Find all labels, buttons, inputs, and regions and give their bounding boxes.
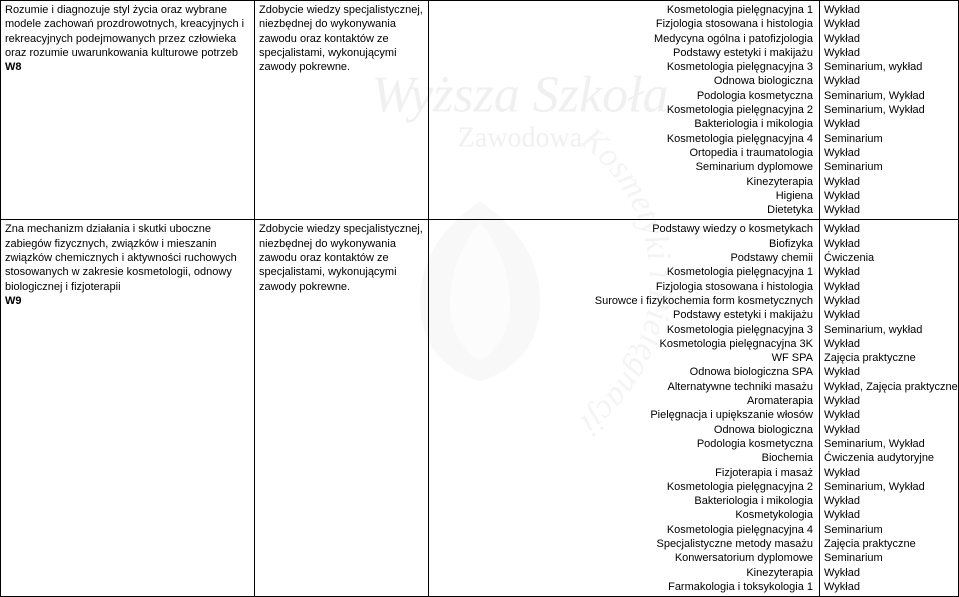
course-name: Kosmetologia pielęgnacyjna 4 xyxy=(433,523,813,537)
course-form: Wykład xyxy=(824,222,954,236)
course-form: Wykład, Zajęcia praktyczne xyxy=(824,380,954,394)
forms-cell: WykładWykładĆwiczeniaWykładWykładWykładW… xyxy=(820,220,959,597)
course-name: Odnowa biologiczna SPA xyxy=(433,365,813,379)
course-form: Wykład xyxy=(824,423,954,437)
course-form: Seminarium xyxy=(824,160,954,174)
acquisition-cell: Zdobycie wiedzy specjalistycznej, niezbę… xyxy=(255,220,429,597)
course-form: Wykład xyxy=(824,508,954,522)
course-form: Wykład xyxy=(824,394,954,408)
acquisition-cell: Zdobycie wiedzy specjalistycznej, niezbę… xyxy=(255,1,429,220)
course-name: Seminarium dyplomowe xyxy=(433,160,813,174)
course-name: Kosmetologia pielęgnacyjna 3 xyxy=(433,323,813,337)
outcome-description: Zna mechanizm działania i skutki uboczne… xyxy=(5,223,237,292)
course-name: Kosmetologia pielęgnacyjna 2 xyxy=(433,480,813,494)
courses-cell: Kosmetologia pielęgnacyjna 1Fizjologia s… xyxy=(429,1,820,220)
course-name: Kosmetologia pielęgnacyjna 3K xyxy=(433,337,813,351)
outcome-code: W9 xyxy=(5,295,22,307)
course-form: Seminarium xyxy=(824,132,954,146)
course-name: Kinezyterapia xyxy=(433,175,813,189)
course-form: Wykład xyxy=(824,280,954,294)
course-form: Zajęcia praktyczne xyxy=(824,537,954,551)
course-name: Podstawy chemii xyxy=(433,251,813,265)
course-form: Wykład xyxy=(824,365,954,379)
course-form: Seminarium, Wykład xyxy=(824,103,954,117)
course-name: Podologia kosmetyczna xyxy=(433,89,813,103)
course-name: Kosmetologia pielęgnacyjna 1 xyxy=(433,3,813,17)
course-name: Dietetyka xyxy=(433,203,813,217)
outcome-description-cell: Rozumie i diagnozuje styl życia oraz wyb… xyxy=(1,1,255,220)
course-form: Wykład xyxy=(824,46,954,60)
course-name: Kosmetologia pielęgnacyjna 1 xyxy=(433,265,813,279)
course-form: Seminarium xyxy=(824,551,954,565)
course-name: Ortopedia i traumatologia xyxy=(433,146,813,160)
course-form: Wykład xyxy=(824,117,954,131)
course-form: Wykład xyxy=(824,32,954,46)
courses-cell: Podstawy wiedzy o kosmetykachBiofizykaPo… xyxy=(429,220,820,597)
course-name: Pielęgnacja i upiększanie włosów xyxy=(433,408,813,422)
course-name: Odnowa biologiczna xyxy=(433,423,813,437)
course-name: Kosmetykologia xyxy=(433,508,813,522)
course-form: Wykład xyxy=(824,74,954,88)
course-name: Kosmetologia pielęgnacyjna 2 xyxy=(433,103,813,117)
course-form: Wykład xyxy=(824,580,954,594)
course-name: WF SPA xyxy=(433,351,813,365)
course-form: Wykład xyxy=(824,3,954,17)
course-name: Specjalistyczne metody masażu xyxy=(433,537,813,551)
table-row: Zna mechanizm działania i skutki uboczne… xyxy=(1,220,959,597)
course-name: Podstawy estetyki i makijażu xyxy=(433,308,813,322)
acquisition-text: Zdobycie wiedzy specjalistycznej, niezbę… xyxy=(259,4,423,73)
course-form: Wykład xyxy=(824,265,954,279)
course-name: Kinezyterapia xyxy=(433,566,813,580)
course-form: Wykład xyxy=(824,146,954,160)
course-form: Wykład xyxy=(824,408,954,422)
course-name: Fizjoterapia i masaż xyxy=(433,466,813,480)
course-form: Ćwiczenia xyxy=(824,251,954,265)
course-form: Seminarium, wykład xyxy=(824,323,954,337)
course-name: Fizjologia stosowana i histologia xyxy=(433,17,813,31)
course-name: Podologia kosmetyczna xyxy=(433,437,813,451)
course-form: Seminarium, Wykład xyxy=(824,89,954,103)
acquisition-text: Zdobycie wiedzy specjalistycznej, niezbę… xyxy=(259,223,423,292)
outcomes-table: Rozumie i diagnozuje styl życia oraz wyb… xyxy=(0,0,959,597)
course-form: Wykład xyxy=(824,237,954,251)
course-form: Seminarium xyxy=(824,523,954,537)
outcome-description: Rozumie i diagnozuje styl życia oraz wyb… xyxy=(5,4,244,59)
course-form: Zajęcia praktyczne xyxy=(824,351,954,365)
course-name: Farmakologia i toksykologia 1 xyxy=(433,580,813,594)
table-row: Rozumie i diagnozuje styl życia oraz wyb… xyxy=(1,1,959,220)
outcome-code: W8 xyxy=(5,61,22,73)
course-name: Konwersatorium dyplomowe xyxy=(433,551,813,565)
course-form: Wykład xyxy=(824,566,954,580)
course-form: Seminarium, Wykład xyxy=(824,437,954,451)
course-name: Podstawy wiedzy o kosmetykach xyxy=(433,222,813,236)
course-form: Wykład xyxy=(824,294,954,308)
course-name: Kosmetologia pielęgnacyjna 3 xyxy=(433,60,813,74)
course-form: Wykład xyxy=(824,175,954,189)
course-name: Bakteriologia i mikologia xyxy=(433,117,813,131)
course-name: Biofizyka xyxy=(433,237,813,251)
course-name: Surowce i fizykochemia form kosmetycznyc… xyxy=(433,294,813,308)
course-form: Wykład xyxy=(824,337,954,351)
course-name: Higiena xyxy=(433,189,813,203)
course-form: Ćwiczenia audytoryjne xyxy=(824,451,954,465)
outcome-description-cell: Zna mechanizm działania i skutki uboczne… xyxy=(1,220,255,597)
course-form: Wykład xyxy=(824,17,954,31)
course-form: Wykład xyxy=(824,494,954,508)
course-form: Wykład xyxy=(824,308,954,322)
course-name: Bakteriologia i mikologia xyxy=(433,494,813,508)
course-name: Alternatywne techniki masażu xyxy=(433,380,813,394)
course-form: Wykład xyxy=(824,203,954,217)
course-form: Seminarium, Wykład xyxy=(824,480,954,494)
course-name: Aromaterapia xyxy=(433,394,813,408)
course-name: Kosmetologia pielęgnacyjna 4 xyxy=(433,132,813,146)
course-form: Wykład xyxy=(824,466,954,480)
course-form: Wykład xyxy=(824,189,954,203)
course-name: Odnowa biologiczna xyxy=(433,74,813,88)
course-name: Medycyna ogólna i patofizjologia xyxy=(433,32,813,46)
course-name: Podstawy estetyki i makijażu xyxy=(433,46,813,60)
course-name: Fizjologia stosowana i histologia xyxy=(433,280,813,294)
course-form: Seminarium, wykład xyxy=(824,60,954,74)
forms-cell: WykładWykładWykładWykładSeminarium, wykł… xyxy=(820,1,959,220)
course-name: Biochemia xyxy=(433,451,813,465)
